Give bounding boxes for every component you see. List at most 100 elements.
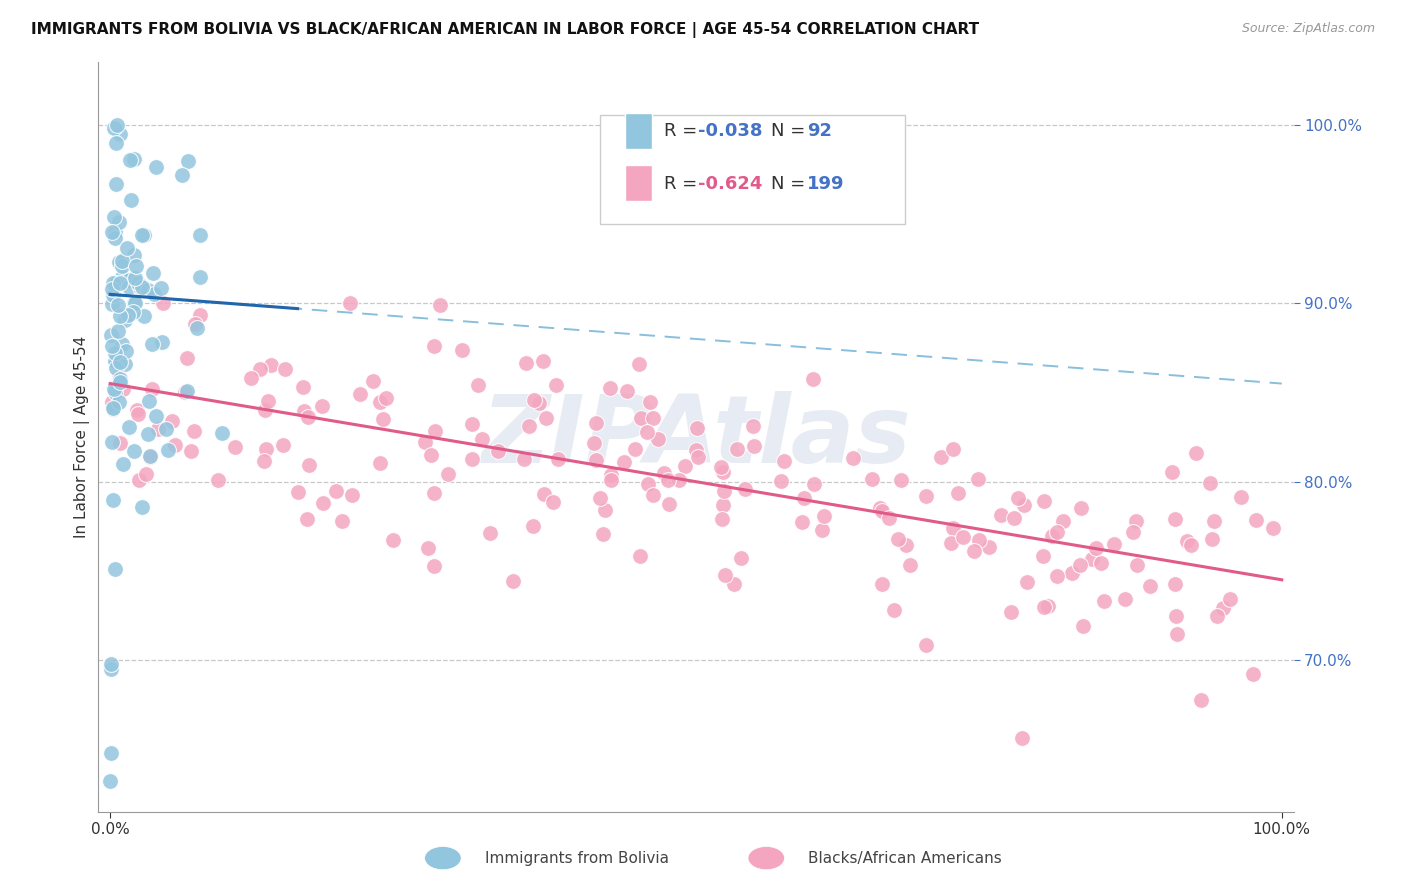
Point — [1052, 514, 1074, 528]
Point — [186, 321, 208, 335]
FancyBboxPatch shape — [626, 165, 652, 201]
Point — [637, 425, 659, 440]
Point — [1032, 600, 1054, 615]
Point — [382, 533, 405, 547]
Text: ZIPAtlas: ZIPAtlas — [481, 391, 911, 483]
Point — [101, 434, 124, 449]
Point — [118, 420, 141, 434]
Point — [142, 266, 165, 280]
Point — [1046, 569, 1069, 583]
Point — [711, 498, 734, 512]
Point — [103, 210, 125, 224]
Point — [120, 153, 142, 168]
Point — [914, 489, 936, 503]
Point — [1261, 521, 1284, 535]
Point — [533, 487, 555, 501]
Point — [1206, 608, 1229, 623]
Point — [939, 535, 962, 549]
Point — [1000, 605, 1022, 619]
Point — [368, 456, 391, 470]
Point — [101, 288, 124, 302]
Point — [915, 638, 938, 652]
Point — [128, 280, 150, 294]
Point — [371, 411, 394, 425]
Point — [887, 532, 910, 546]
Point — [486, 443, 509, 458]
Point — [180, 444, 202, 458]
Point — [211, 425, 233, 440]
Point — [104, 384, 127, 399]
Point — [461, 452, 484, 467]
Point — [122, 152, 145, 166]
Point — [104, 231, 127, 245]
Point — [145, 160, 167, 174]
Point — [224, 441, 246, 455]
Point — [254, 442, 277, 456]
Point — [589, 491, 612, 505]
Point — [103, 401, 125, 415]
Point — [104, 276, 127, 290]
Point — [461, 417, 484, 431]
Point — [685, 442, 707, 457]
Point — [256, 394, 278, 409]
Point — [108, 127, 131, 141]
Point — [647, 432, 669, 446]
Point — [104, 346, 127, 360]
Point — [527, 395, 550, 409]
Point — [1202, 514, 1225, 528]
Text: Source: ZipAtlas.com: Source: ZipAtlas.com — [1241, 22, 1375, 36]
Point — [467, 378, 489, 392]
Point — [103, 382, 125, 396]
Point — [429, 298, 451, 312]
Point — [176, 351, 198, 365]
Point — [339, 296, 361, 310]
Point — [1229, 490, 1251, 504]
Point — [249, 361, 271, 376]
Point — [803, 476, 825, 491]
Point — [103, 121, 125, 136]
Point — [131, 279, 153, 293]
Point — [543, 495, 565, 509]
Point — [157, 442, 180, 457]
Point — [627, 357, 650, 371]
Point — [710, 459, 733, 474]
Point — [963, 544, 986, 558]
Point — [1125, 514, 1147, 528]
Point — [146, 422, 169, 436]
Point — [723, 577, 745, 591]
Point — [730, 551, 752, 566]
Point — [1199, 475, 1222, 490]
Point — [952, 530, 974, 544]
Point — [877, 510, 900, 524]
Point — [613, 455, 636, 469]
Point — [522, 519, 544, 533]
Point — [883, 603, 905, 617]
Point — [1036, 599, 1059, 613]
Point — [1175, 533, 1198, 548]
Point — [136, 283, 159, 297]
Point — [418, 541, 440, 555]
Y-axis label: In Labor Force | Age 45-54: In Labor Force | Age 45-54 — [75, 336, 90, 538]
Text: Immigrants from Bolivia: Immigrants from Bolivia — [485, 851, 669, 865]
Point — [135, 467, 157, 481]
Point — [118, 273, 141, 287]
Point — [979, 540, 1001, 554]
Point — [107, 395, 129, 409]
Point — [108, 255, 131, 269]
Point — [929, 450, 952, 464]
Point — [1069, 558, 1091, 572]
Point — [297, 410, 319, 425]
Point — [515, 356, 537, 370]
Text: R =: R = — [664, 122, 703, 140]
Point — [110, 376, 132, 390]
Point — [188, 308, 211, 322]
Point — [967, 471, 990, 485]
Text: -0.038: -0.038 — [699, 122, 763, 140]
Point — [420, 448, 443, 462]
Point — [1002, 511, 1025, 525]
Point — [152, 296, 174, 310]
Text: 92: 92 — [807, 122, 832, 140]
Point — [297, 512, 319, 526]
Point — [131, 227, 153, 242]
Point — [100, 296, 122, 310]
